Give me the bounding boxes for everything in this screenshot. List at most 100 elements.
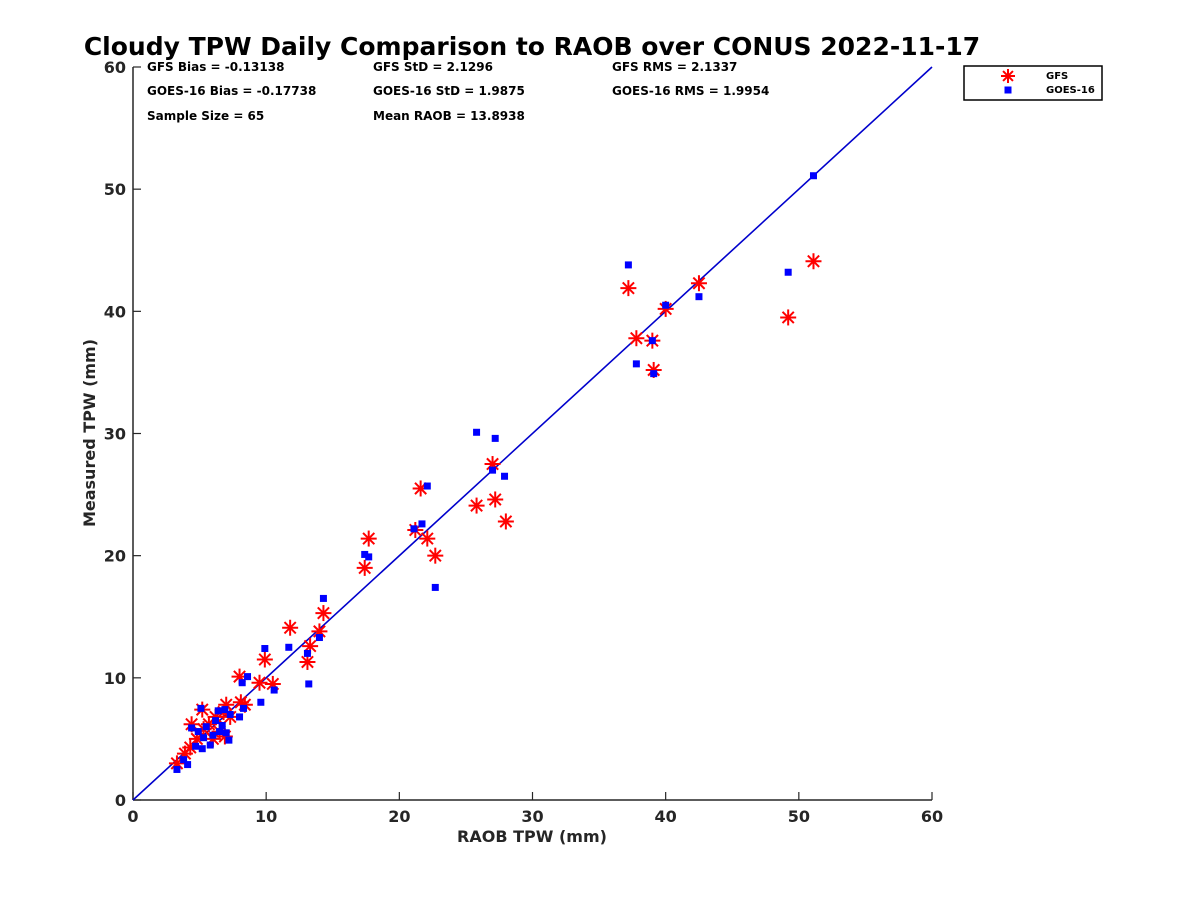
chart-title: Cloudy TPW Daily Comparison to RAOB over… xyxy=(84,32,980,61)
stat-goes16-std: GOES-16 StD = 1.9875 xyxy=(373,84,525,98)
goes16-point xyxy=(198,745,206,753)
goes16-point xyxy=(491,434,499,442)
goes16-point xyxy=(218,721,226,729)
y-tick-label: 30 xyxy=(104,425,126,444)
legend-goes16-label: GOES-16 xyxy=(1046,85,1095,96)
goes16-point xyxy=(809,172,817,180)
goes16-point xyxy=(305,680,313,688)
goes16-point xyxy=(244,673,252,681)
goes16-point xyxy=(365,553,373,561)
goes16-point xyxy=(236,713,244,721)
gfs-point xyxy=(360,530,377,547)
gfs-point xyxy=(805,253,822,270)
gfs-point xyxy=(427,547,444,564)
goes16-point xyxy=(202,723,210,731)
gfs-point xyxy=(282,619,299,636)
gfs-point xyxy=(468,497,485,514)
goes16-point xyxy=(489,466,497,474)
legend-box xyxy=(963,65,1103,101)
gfs-point xyxy=(484,456,501,473)
goes16-point xyxy=(192,742,200,750)
goes16-point xyxy=(194,728,202,736)
goes16-point xyxy=(361,550,369,558)
gfs-point xyxy=(690,275,707,292)
goes16-point xyxy=(238,679,246,687)
x-tick-label: 30 xyxy=(521,807,543,826)
x-tick-label: 0 xyxy=(127,807,138,826)
goes16-point xyxy=(226,710,234,718)
goes16-point xyxy=(180,756,188,764)
gfs-point xyxy=(256,651,273,668)
x-tick-label: 20 xyxy=(388,807,410,826)
gfs-point xyxy=(419,530,436,547)
one-to-one-line xyxy=(132,66,933,801)
goes16-point xyxy=(200,734,208,742)
x-tick-label: 50 xyxy=(788,807,810,826)
goes16-point xyxy=(206,741,214,749)
y-tick-label: 60 xyxy=(104,58,126,77)
stat-goes16-bias: GOES-16 Bias = -0.17738 xyxy=(147,84,316,98)
stat-sample-size: Sample Size = 65 xyxy=(147,109,264,123)
gfs-point xyxy=(780,309,797,326)
goes16-point xyxy=(662,301,670,309)
stat-goes16-rms: GOES-16 RMS = 1.9954 xyxy=(612,84,769,98)
gfs-point xyxy=(487,491,504,508)
reference-line-group xyxy=(132,66,933,801)
y-tick-label: 0 xyxy=(115,791,126,810)
gfs-point xyxy=(620,280,637,297)
goes16-point xyxy=(418,520,426,528)
legend-gfs-marker xyxy=(1001,69,1015,83)
x-tick-label: 10 xyxy=(255,807,277,826)
goes16-point xyxy=(261,645,269,653)
y-tick-label: 20 xyxy=(104,547,126,566)
stat-gfs-std: GFS StD = 2.1296 xyxy=(373,60,493,74)
gfs-point xyxy=(1001,69,1015,83)
goes16-point xyxy=(315,634,323,642)
goes16-point xyxy=(240,704,248,712)
goes16-point xyxy=(501,472,509,480)
stat-gfs-rms: GFS RMS = 2.1337 xyxy=(612,60,737,74)
y-tick-label: 50 xyxy=(104,180,126,199)
stats-block: GFS Bias = -0.13138 GFS StD = 2.1296 GFS… xyxy=(147,60,769,123)
x-tick-label: 60 xyxy=(921,807,943,826)
y-tick-label: 40 xyxy=(104,302,126,321)
goes16-point xyxy=(431,583,439,591)
goes16-point xyxy=(173,765,181,773)
stat-gfs-bias: GFS Bias = -0.13138 xyxy=(147,60,284,74)
gfs-point xyxy=(628,330,645,347)
goes16-point xyxy=(695,293,703,301)
y-axis-label: Measured TPW (mm) xyxy=(80,339,99,527)
goes16-point xyxy=(212,717,220,725)
gfs-point xyxy=(356,559,373,576)
goes16-point xyxy=(214,707,222,715)
goes16-point xyxy=(184,761,192,769)
goes16-point xyxy=(209,731,217,739)
legend-gfs-label: GFS xyxy=(1046,71,1068,82)
goes16-point xyxy=(197,704,205,712)
x-tick-label: 40 xyxy=(655,807,677,826)
axes: 0 10 20 30 40 50 60 0 10 20 30 40 50 60 xyxy=(104,58,943,826)
goes16-point xyxy=(303,649,311,657)
goes16-point xyxy=(624,261,632,269)
goes16-point xyxy=(650,370,658,378)
goes16-point xyxy=(410,525,418,533)
y-tick-label: 10 xyxy=(104,669,126,688)
gfs-point xyxy=(299,653,316,670)
goes16-point xyxy=(473,428,481,436)
goes16-point xyxy=(423,482,431,490)
goes16-point xyxy=(216,728,224,736)
legend: GFS GOES-16 xyxy=(963,65,1103,101)
goes16-point xyxy=(319,594,327,602)
goes16-point xyxy=(784,268,792,276)
goes16-point xyxy=(270,686,278,694)
goes16-point xyxy=(222,729,230,737)
goes16-point xyxy=(225,736,233,744)
goes16-point xyxy=(221,706,229,714)
gfs-point xyxy=(315,605,332,622)
stat-mean-raob: Mean RAOB = 13.8938 xyxy=(373,109,525,123)
legend-goes16-marker xyxy=(1004,86,1012,94)
goes16-point xyxy=(285,643,293,651)
goes16-legend-square xyxy=(1004,86,1012,94)
goes16-point xyxy=(257,698,265,706)
gfs-point xyxy=(251,674,268,691)
